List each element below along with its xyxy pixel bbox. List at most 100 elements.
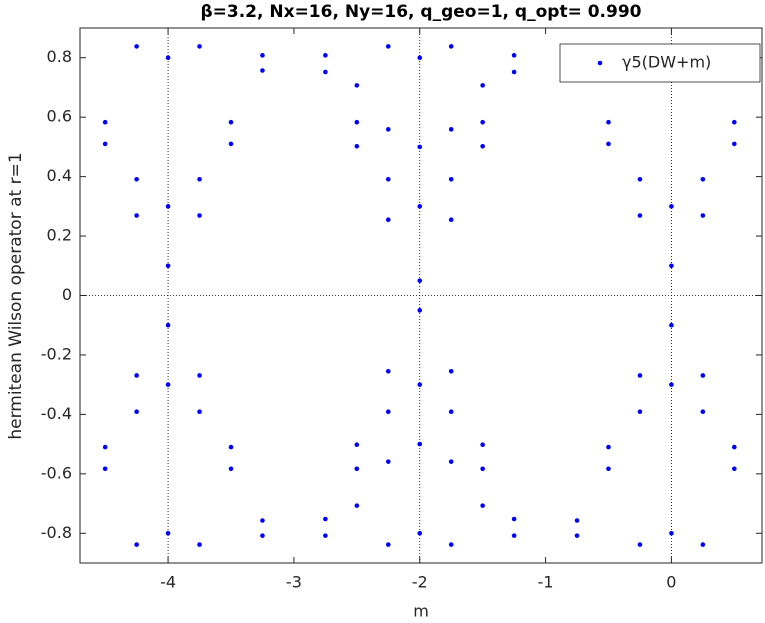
data-point — [385, 368, 391, 374]
data-point — [480, 143, 485, 149]
data-point — [385, 127, 391, 132]
data-point — [417, 278, 423, 283]
x-tick-label: -3 — [286, 573, 302, 592]
data-point — [354, 442, 360, 448]
data-point — [102, 466, 108, 472]
data-point — [606, 119, 611, 125]
data-point — [732, 141, 737, 147]
data-point — [197, 409, 202, 415]
data-point — [323, 533, 328, 538]
x-tick-label: -1 — [538, 573, 554, 592]
data-point — [669, 263, 674, 269]
data-point — [197, 373, 202, 378]
data-point — [448, 459, 454, 464]
data-point — [165, 55, 171, 61]
data-point — [511, 53, 517, 58]
data-point — [228, 444, 234, 450]
data-point — [134, 176, 139, 182]
legend-marker — [597, 60, 603, 66]
data-point — [228, 119, 234, 125]
y-tick-label: 0.6 — [47, 107, 72, 126]
data-point — [354, 119, 360, 125]
data-point — [732, 119, 737, 125]
x-tick-label: -4 — [160, 573, 176, 592]
data-point — [511, 516, 517, 522]
data-point — [448, 44, 454, 49]
data-point — [417, 55, 423, 61]
data-point — [134, 542, 139, 547]
y-tick-label: -0.4 — [41, 404, 72, 423]
data-point — [417, 530, 423, 536]
data-point — [417, 441, 423, 447]
y-tick-label: 0 — [62, 285, 72, 304]
data-point — [260, 518, 265, 523]
data-point — [448, 127, 454, 132]
data-point — [669, 530, 674, 536]
data-point — [511, 533, 517, 538]
data-point — [700, 176, 706, 182]
data-point — [417, 308, 423, 313]
data-point — [165, 530, 171, 536]
data-point — [165, 382, 171, 387]
data-point — [574, 533, 580, 538]
y-tick-label: 0.8 — [47, 47, 72, 66]
y-tick-label: -0.6 — [41, 463, 72, 482]
y-tick-label: -0.2 — [41, 344, 72, 363]
data-point — [732, 466, 737, 472]
legend-box — [559, 43, 761, 83]
legend-label: γ5(DW+m) — [622, 53, 711, 72]
data-point — [574, 518, 580, 523]
data-point — [134, 409, 139, 415]
x-axis-label: m — [413, 602, 429, 621]
data-point — [354, 503, 360, 508]
data-point — [448, 368, 454, 374]
data-point — [385, 542, 391, 547]
data-point — [385, 409, 391, 415]
data-point — [354, 143, 360, 149]
data-point — [385, 176, 391, 182]
data-point — [700, 213, 706, 218]
data-point — [700, 409, 706, 415]
data-point — [417, 204, 423, 209]
data-point — [385, 459, 391, 464]
data-point — [480, 442, 485, 448]
data-point — [385, 44, 391, 49]
data-point — [260, 53, 265, 58]
data-point — [165, 263, 171, 269]
data-point — [637, 542, 643, 547]
y-axis-label: hermitean Wilson operator at r=1 — [6, 152, 26, 439]
data-point — [700, 542, 706, 547]
data-point — [732, 444, 737, 450]
data-point — [637, 176, 643, 182]
data-point — [511, 69, 517, 75]
y-tick-label: 0.4 — [47, 166, 72, 185]
data-point — [480, 466, 485, 472]
data-point — [637, 373, 643, 378]
data-point — [354, 466, 360, 472]
data-point — [260, 533, 265, 538]
data-point — [197, 213, 202, 218]
data-point — [606, 444, 611, 450]
data-point — [669, 204, 674, 209]
data-point — [448, 176, 454, 182]
data-point — [417, 144, 423, 150]
data-point — [669, 382, 674, 387]
data-point — [669, 322, 674, 328]
data-point — [417, 382, 423, 387]
data-point — [700, 373, 706, 378]
y-tick-label: -0.8 — [41, 523, 72, 542]
data-point — [323, 69, 328, 75]
data-point — [260, 68, 265, 73]
chart-title: β=3.2, Nx=16, Ny=16, q_geo=1, q_opt= 0.9… — [200, 2, 641, 22]
data-point — [480, 83, 485, 88]
data-point — [637, 213, 643, 218]
data-point — [228, 466, 234, 472]
data-point — [323, 516, 328, 522]
data-point — [354, 83, 360, 88]
data-point — [448, 409, 454, 415]
data-point — [385, 217, 391, 223]
data-point — [102, 141, 108, 147]
data-point — [134, 44, 139, 49]
